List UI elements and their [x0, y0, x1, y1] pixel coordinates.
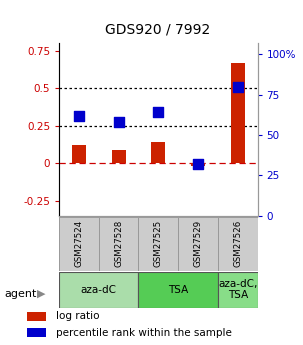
Text: agent: agent: [5, 289, 37, 299]
Bar: [27, 328, 45, 337]
Bar: [59, 272, 138, 308]
Point: [76, 113, 81, 118]
Bar: [191, 163, 205, 166]
Bar: [112, 150, 125, 163]
Text: GSM27528: GSM27528: [114, 219, 123, 267]
Text: GDS920 / 7992: GDS920 / 7992: [105, 22, 210, 36]
Bar: [27, 312, 45, 321]
Text: ▶: ▶: [37, 289, 46, 299]
Bar: [138, 217, 178, 271]
Bar: [152, 142, 165, 163]
Point: [156, 110, 161, 115]
Bar: [59, 217, 99, 271]
Text: GSM27525: GSM27525: [154, 219, 163, 267]
Text: aza-dC: aza-dC: [81, 285, 117, 295]
Bar: [231, 63, 245, 163]
Text: GSM27524: GSM27524: [75, 219, 83, 267]
Bar: [99, 217, 138, 271]
Text: percentile rank within the sample: percentile rank within the sample: [56, 328, 232, 338]
Text: log ratio: log ratio: [56, 312, 100, 322]
Bar: [218, 272, 258, 308]
Bar: [138, 272, 218, 308]
Text: GSM27526: GSM27526: [233, 219, 242, 267]
Text: aza-dC,
TSA: aza-dC, TSA: [218, 279, 257, 300]
Point: [235, 84, 240, 89]
Text: GSM27529: GSM27529: [194, 219, 202, 267]
Bar: [72, 145, 86, 163]
Bar: [218, 217, 258, 271]
Point: [116, 119, 121, 125]
Bar: [178, 217, 218, 271]
Point: [196, 161, 201, 167]
Text: TSA: TSA: [168, 285, 188, 295]
